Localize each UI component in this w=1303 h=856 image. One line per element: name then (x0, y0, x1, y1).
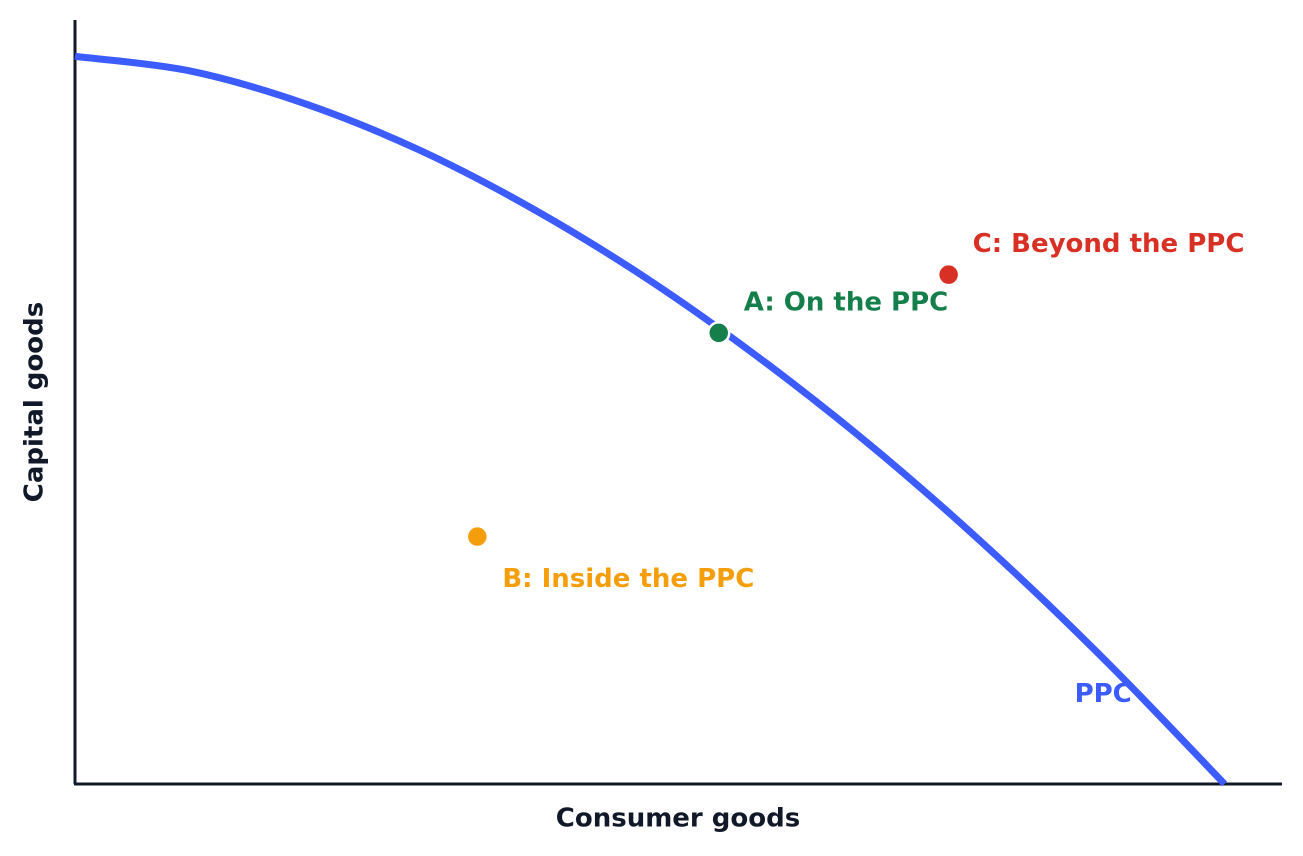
point-label: B: Inside the PPC (502, 564, 754, 594)
point-label: A: On the PPC (744, 287, 949, 317)
point (936, 262, 961, 287)
point (706, 321, 731, 345)
x-axis-label: Consumer goods (556, 804, 800, 834)
point-label: C: Beyond the PPC (973, 229, 1245, 259)
y-axis-label: Capital goods (20, 302, 50, 503)
curve-label: PPC (1075, 679, 1132, 709)
point (465, 524, 490, 549)
ppc-curve (74, 52, 1228, 787)
